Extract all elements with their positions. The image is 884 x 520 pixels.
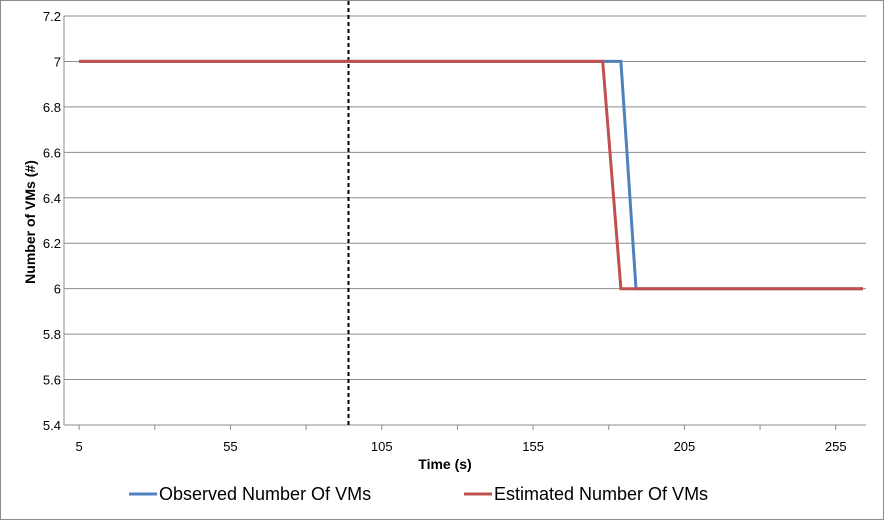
y-tick-label: 6.2	[43, 236, 61, 251]
axes	[63, 16, 866, 430]
series-line-observed	[79, 59, 863, 291]
y-tick-label: 5.6	[43, 373, 61, 388]
y-tick-label: 7	[54, 54, 61, 69]
y-tick-label: 5.4	[43, 418, 61, 433]
series	[79, 59, 863, 291]
y-tick-label: 6.6	[43, 145, 61, 160]
y-axis-title: Number of VMs (#)	[22, 160, 38, 284]
x-tick-label: 205	[674, 439, 696, 454]
legend-label-observed: Observed Number Of VMs	[159, 484, 371, 504]
y-tick-label: 7.2	[43, 9, 61, 24]
y-tick-label: 6	[54, 282, 61, 297]
y-tick-label: 6.8	[43, 100, 61, 115]
x-tick-label: 255	[825, 439, 847, 454]
y-tick-label: 5.8	[43, 327, 61, 342]
x-tick-label: 55	[223, 439, 237, 454]
tick-labels: 5.45.65.866.26.46.66.877.25 55 105 155 205 25…	[43, 9, 847, 454]
x-tick-label: 155	[522, 439, 544, 454]
x-axis-title: Time (s)	[418, 456, 471, 472]
grid	[64, 15, 866, 381]
legend-label-estimated: Estimated Number Of VMs	[494, 484, 708, 504]
x-tick-label: 5	[76, 439, 83, 454]
series-line-estimated	[79, 59, 863, 291]
legend: Observed Number Of VMs Estimated Number …	[129, 484, 708, 504]
x-tick-label: 105	[371, 439, 393, 454]
y-tick-label: 6.4	[43, 191, 61, 206]
